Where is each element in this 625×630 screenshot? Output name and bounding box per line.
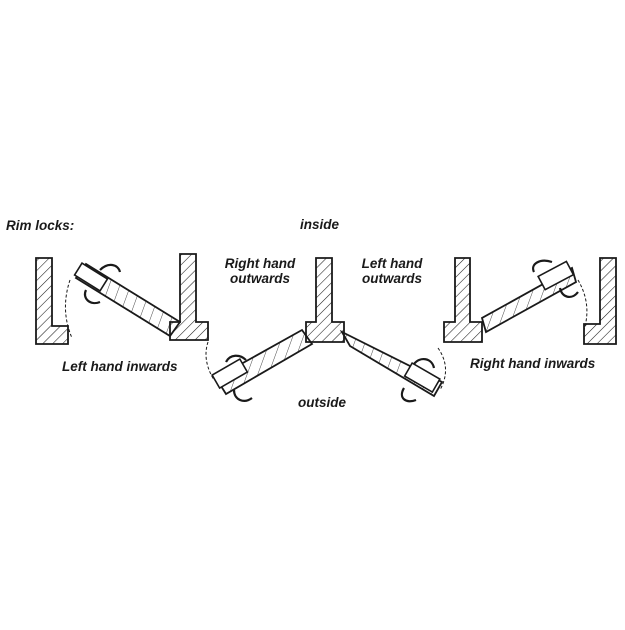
label-left-hand-outwards-line1: Left hand xyxy=(361,256,423,271)
door-right-hand-inwards xyxy=(480,259,588,334)
label-left-hand-inwards: Left hand inwards xyxy=(62,359,178,374)
diagram-title: Rim locks: xyxy=(6,218,75,233)
door-right-hand-outwards xyxy=(205,328,314,402)
wall-right-inner xyxy=(443,257,483,343)
wall-right-outer xyxy=(583,257,617,345)
label-left-hand-outwards-line2: outwards xyxy=(361,271,422,286)
label-right-hand-inwards: Right hand inwards xyxy=(470,356,596,371)
label-right-hand-outwards: Right hand outwards xyxy=(212,256,308,286)
door-left-hand-outwards xyxy=(339,329,446,403)
wall-left-outer xyxy=(35,257,69,345)
wall-center xyxy=(305,257,345,343)
label-left-hand-outwards: Left hand outwards xyxy=(344,256,440,286)
label-inside: inside xyxy=(300,217,340,232)
label-outside: outside xyxy=(298,395,347,410)
label-right-hand-outwards-line1: Right hand xyxy=(224,256,296,271)
door-left-hand-inwards xyxy=(65,262,182,339)
label-right-hand-outwards-line2: outwards xyxy=(229,271,290,286)
